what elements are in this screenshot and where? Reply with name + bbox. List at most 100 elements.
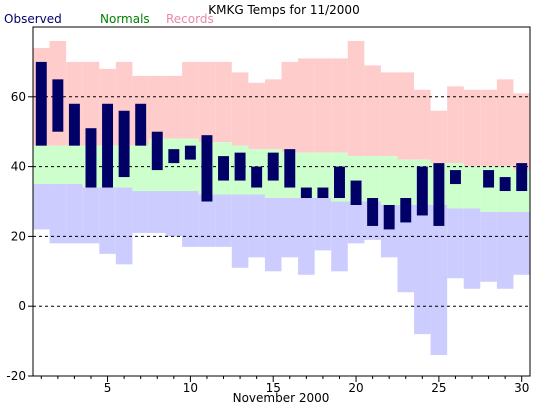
record-low-band-day-27 <box>463 208 481 289</box>
observed-bar-day-10 <box>184 145 196 160</box>
record-high-band-day-12 <box>215 61 232 143</box>
record-high-band-day-18 <box>314 58 332 153</box>
observed-bar-day-5 <box>102 103 114 188</box>
record-high-band-day-22 <box>380 72 398 157</box>
observed-bar-day-1 <box>35 61 47 146</box>
record-high-band-day-23 <box>397 72 415 160</box>
record-high-band-day-15 <box>264 79 282 150</box>
record-high-band-day-21 <box>364 65 381 157</box>
record-low-band-day-2 <box>49 184 67 244</box>
record-high-band-day-13 <box>231 72 249 146</box>
normal-band-day-9 <box>165 138 183 192</box>
record-low-band-day-16 <box>281 198 299 258</box>
normal-band-day-22 <box>380 156 398 205</box>
axis-layer: -20 0 20 40 60 5 10 15 20 25 30 <box>6 26 531 395</box>
legend-normals: Normals <box>100 12 150 26</box>
record-low-band-day-10 <box>182 191 199 247</box>
record-high-band-day-24 <box>414 89 431 160</box>
observed-bar-day-25 <box>433 163 445 226</box>
normal-band-day-1 <box>33 145 50 185</box>
record-low-band-day-15 <box>264 198 282 272</box>
legend-records: Records <box>166 12 214 26</box>
observed-bar-day-2 <box>52 79 64 132</box>
record-low-band-day-9 <box>165 191 183 237</box>
record-low-band-day-18 <box>314 198 332 251</box>
record-high-band-day-16 <box>281 61 299 153</box>
observed-bar-day-23 <box>400 198 412 223</box>
record-low-band-day-26 <box>447 208 464 279</box>
record-high-band-day-20 <box>347 40 365 157</box>
observed-bar-day-21 <box>367 198 379 226</box>
chart-title: KMKG Temps for 11/2000 <box>208 3 359 17</box>
record-high-band-day-26 <box>447 86 464 164</box>
y-tick-label-20: 20 <box>11 229 26 243</box>
record-high-band-day-27 <box>463 89 481 167</box>
record-high-band-day-8 <box>148 75 166 139</box>
record-low-band-day-12 <box>215 194 232 247</box>
record-low-band-day-8 <box>148 191 166 233</box>
record-low-band-day-17 <box>298 198 315 275</box>
observed-bar-day-13 <box>234 152 246 181</box>
x-tick-label-10: 10 <box>183 381 198 395</box>
record-low-band-day-23 <box>397 204 415 293</box>
observed-bar-day-24 <box>416 166 428 216</box>
normal-band-day-3 <box>66 145 83 185</box>
x-tick-label-5: 5 <box>104 381 112 395</box>
normal-band-day-21 <box>364 156 381 202</box>
normal-band-day-7 <box>132 145 149 192</box>
observed-bar-day-30 <box>516 163 528 192</box>
y-tick-label-0: 0 <box>18 299 26 313</box>
record-low-band-day-25 <box>430 204 448 356</box>
record-low-band-day-1 <box>33 184 50 230</box>
y-tick-label-40: 40 <box>11 160 26 174</box>
observed-bar-day-16 <box>284 149 296 188</box>
normal-band-day-23 <box>397 159 415 205</box>
record-high-band-day-19 <box>331 58 348 153</box>
record-high-band-day-25 <box>430 110 448 164</box>
record-low-band-day-24 <box>414 204 431 335</box>
record-low-band-day-6 <box>115 187 133 265</box>
y-tick-label--20: -20 <box>6 369 26 383</box>
observed-bar-day-12 <box>218 156 229 181</box>
observed-bar-day-22 <box>383 204 395 230</box>
normal-band-day-18 <box>314 152 332 199</box>
record-low-band-day-28 <box>480 211 497 282</box>
record-low-band-day-4 <box>82 187 100 244</box>
record-low-band-day-13 <box>231 194 249 268</box>
record-low-band-day-29 <box>496 211 514 289</box>
observed-bar-day-8 <box>151 131 163 171</box>
normal-band-day-17 <box>298 152 315 199</box>
normal-band-day-2 <box>49 145 67 185</box>
record-low-band-day-20 <box>347 201 365 244</box>
record-high-band-day-17 <box>298 58 315 153</box>
normal-band-day-26 <box>447 163 464 209</box>
record-low-band-day-30 <box>513 211 530 275</box>
x-axis-title: November 2000 <box>233 391 330 405</box>
observed-bar-day-18 <box>317 187 329 199</box>
x-tick-label-15: 15 <box>266 381 281 395</box>
record-low-band-day-5 <box>99 187 116 254</box>
normal-band-day-27 <box>463 166 481 209</box>
observed-bar-day-28 <box>483 170 495 188</box>
observed-bar-day-6 <box>118 110 130 178</box>
record-low-band-day-3 <box>66 184 83 244</box>
record-low-band-day-14 <box>248 194 265 258</box>
observed-bar-day-9 <box>168 149 180 164</box>
gridlines-layer <box>33 96 530 307</box>
bands-layer <box>33 40 530 356</box>
record-high-band-day-29 <box>496 79 514 167</box>
observed-bar-day-3 <box>68 103 80 146</box>
observed-bar-day-15 <box>267 152 279 181</box>
observed-bar-day-29 <box>499 177 511 192</box>
observed-bar-day-17 <box>300 187 312 199</box>
record-high-band-day-4 <box>82 61 100 146</box>
observed-bar-day-26 <box>449 170 461 185</box>
y-tick-label-60: 60 <box>11 90 26 104</box>
x-tick-label-20: 20 <box>348 381 363 395</box>
record-low-band-day-11 <box>198 194 216 247</box>
observed-bar-day-19 <box>334 166 345 199</box>
observed-bar-day-14 <box>251 166 263 188</box>
record-low-band-day-7 <box>132 191 149 233</box>
observed-bar-day-4 <box>85 128 97 188</box>
